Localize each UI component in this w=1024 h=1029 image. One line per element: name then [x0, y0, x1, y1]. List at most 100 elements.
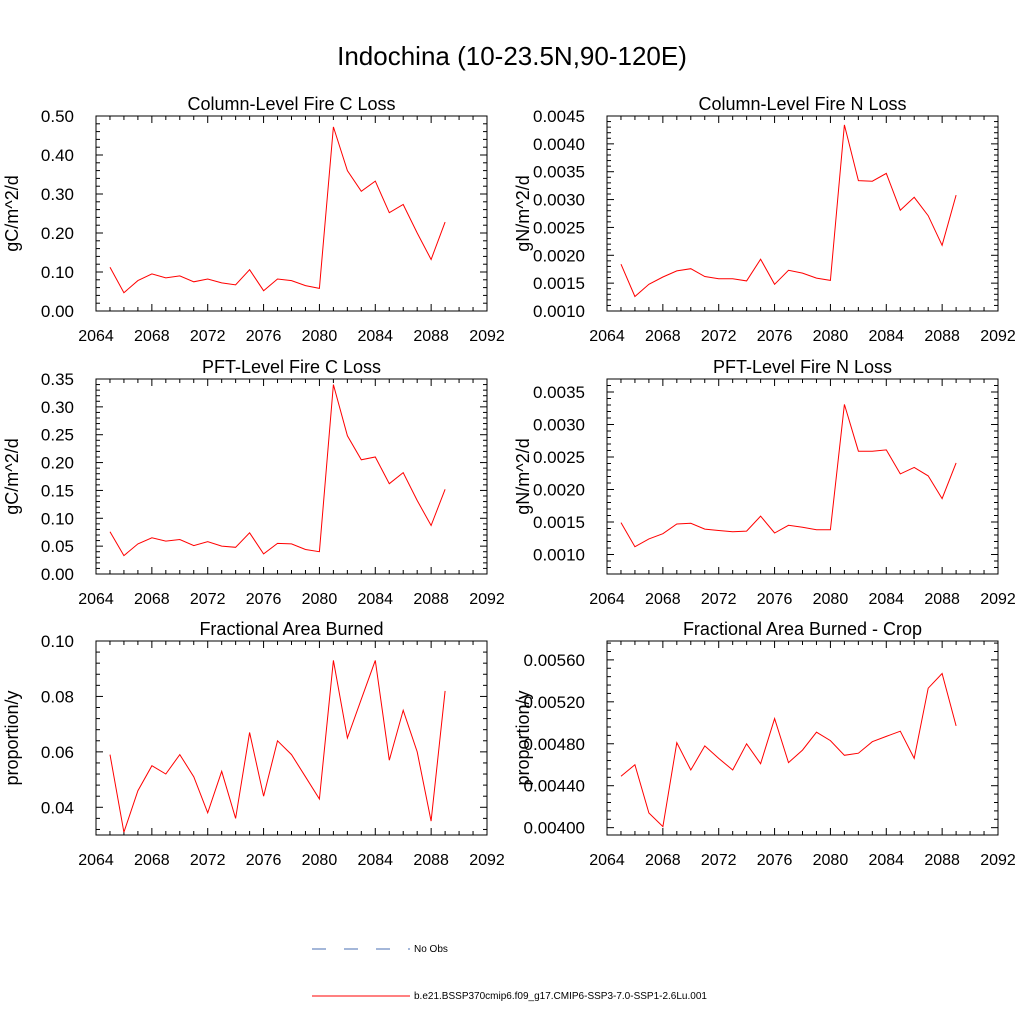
y-tick-label: 0.0015 — [533, 513, 585, 532]
x-tick-label: 2080 — [813, 328, 849, 345]
x-tick-label: 2080 — [813, 852, 849, 869]
x-tick-label: 2092 — [469, 328, 505, 345]
x-tick-label: 2088 — [924, 591, 960, 608]
y-tick-label: 0.00520 — [524, 693, 585, 712]
y-tick-label: 0.10 — [41, 509, 74, 528]
x-tick-label: 2064 — [589, 591, 625, 608]
panel-4: 2064 2068 2072 2076 2080 2084 2088 2092 0.0010 0.… — [513, 357, 1016, 608]
y-tick-label: 0.0040 — [533, 135, 585, 154]
x-tick-label: 2080 — [302, 328, 338, 345]
x-tick-label: 2088 — [924, 852, 960, 869]
x-tick-label: 2072 — [701, 852, 737, 869]
series-line — [109, 660, 446, 833]
y-tick-label: 0.0025 — [533, 218, 585, 237]
x-tick-label: 2064 — [589, 852, 625, 869]
x-tick-label: 2084 — [357, 591, 393, 608]
y-tick-label: 0.06 — [41, 743, 74, 762]
legend-model-label: b.e21.BSSP370cmip6.f09_g17.CMIP6-SSP3-7.… — [414, 991, 707, 1002]
y-tick-label: 0.0020 — [533, 481, 585, 500]
plot-frame — [606, 115, 999, 312]
panel-3: 2064 2068 2072 2076 2080 2084 2088 2092 0.00 0.05… — [2, 357, 505, 608]
x-tick-label: 2076 — [757, 591, 793, 608]
x-tick-label: 2068 — [645, 852, 681, 869]
y-tick-label: 0.30 — [41, 398, 74, 417]
y-tick-label: 0.25 — [41, 426, 74, 445]
x-tick-label: 2088 — [413, 591, 449, 608]
x-tick-label: 2080 — [302, 591, 338, 608]
plot-frame — [606, 378, 999, 575]
y-tick-label: 0.0030 — [533, 416, 585, 435]
panels: 2064 2068 2072 2076 2080 2084 2088 2092 0.00 0.10… — [2, 94, 1016, 869]
x-tick-label: 2068 — [645, 591, 681, 608]
panel-title: PFT-Level Fire N Loss — [713, 357, 892, 377]
x-tick-label: 2064 — [589, 328, 625, 345]
x-tick-label: 2068 — [645, 328, 681, 345]
x-tick-label: 2088 — [413, 328, 449, 345]
x-tick-label: 2072 — [190, 852, 226, 869]
y-tick-label: 0.0010 — [533, 546, 585, 565]
y-tick-label: 0.00 — [41, 302, 74, 321]
x-tick-label: 2064 — [78, 328, 114, 345]
panel-title: Fractional Area Burned — [199, 619, 383, 639]
x-tick-label: 2068 — [134, 852, 170, 869]
y-tick-label: 0.00480 — [524, 735, 585, 754]
y-tick-label: 0.0030 — [533, 191, 585, 210]
y-tick-label: 0.0045 — [533, 107, 585, 126]
y-tick-label: 0.0015 — [533, 274, 585, 293]
legend-obs-label: No Obs — [414, 944, 448, 955]
x-tick-label: 2088 — [413, 852, 449, 869]
x-tick-label: 2076 — [246, 328, 282, 345]
x-tick-label: 2084 — [868, 591, 904, 608]
y-tick-label: 0.00 — [41, 565, 74, 584]
y-axis-label: gN/m^2/d — [513, 175, 533, 251]
x-tick-label: 2088 — [924, 328, 960, 345]
y-axis-label: proportion/y — [513, 690, 533, 785]
x-tick-label: 2068 — [134, 328, 170, 345]
y-tick-label: 0.10 — [41, 263, 74, 282]
y-tick-label: 0.15 — [41, 481, 74, 500]
y-tick-label: 0.0035 — [533, 163, 585, 182]
y-tick-label: 0.0035 — [533, 383, 585, 402]
x-tick-label: 2076 — [757, 328, 793, 345]
x-tick-label: 2072 — [701, 328, 737, 345]
x-tick-label: 2072 — [190, 591, 226, 608]
panel-title: Fractional Area Burned - Crop — [683, 619, 922, 639]
y-tick-label: 0.00440 — [524, 777, 585, 796]
x-tick-label: 2092 — [469, 852, 505, 869]
y-tick-label: 0.10 — [41, 632, 74, 651]
x-tick-label: 2080 — [813, 591, 849, 608]
y-tick-label: 0.40 — [41, 146, 74, 165]
y-tick-label: 0.0010 — [533, 302, 585, 321]
y-tick-label: 0.04 — [41, 798, 74, 817]
y-tick-label: 0.20 — [41, 224, 74, 243]
series-line — [620, 672, 957, 828]
panel-5: 2064 2068 2072 2076 2080 2084 2088 2092 0.04 0.06… — [2, 619, 505, 869]
y-axis-label: gC/m^2/d — [2, 438, 22, 514]
figure-title: Indochina (10-23.5N,90-120E) — [337, 41, 687, 71]
y-tick-label: 0.30 — [41, 185, 74, 204]
x-tick-label: 2084 — [868, 328, 904, 345]
plot-frame — [95, 378, 488, 575]
x-tick-label: 2080 — [302, 852, 338, 869]
series-line — [109, 126, 446, 294]
panel-title: Column-Level Fire N Loss — [698, 94, 906, 114]
panel-6: 2064 2068 2072 2076 2080 2084 2088 2092 0.00400 0… — [513, 619, 1016, 869]
x-tick-label: 2072 — [190, 328, 226, 345]
y-axis-label: gN/m^2/d — [513, 438, 533, 514]
x-tick-label: 2072 — [701, 591, 737, 608]
x-tick-label: 2064 — [78, 591, 114, 608]
y-tick-label: 0.08 — [41, 687, 74, 706]
y-axis-label: proportion/y — [2, 690, 22, 785]
y-tick-label: 0.0025 — [533, 448, 585, 467]
x-tick-label: 2064 — [78, 852, 114, 869]
y-tick-label: 0.0020 — [533, 246, 585, 265]
series-line — [620, 404, 957, 548]
x-tick-label: 2092 — [980, 328, 1016, 345]
x-tick-label: 2084 — [357, 852, 393, 869]
series-line — [620, 124, 957, 298]
y-axis-label: gC/m^2/d — [2, 175, 22, 251]
y-tick-label: 0.35 — [41, 370, 74, 389]
x-tick-label: 2076 — [246, 852, 282, 869]
x-tick-label: 2068 — [134, 591, 170, 608]
